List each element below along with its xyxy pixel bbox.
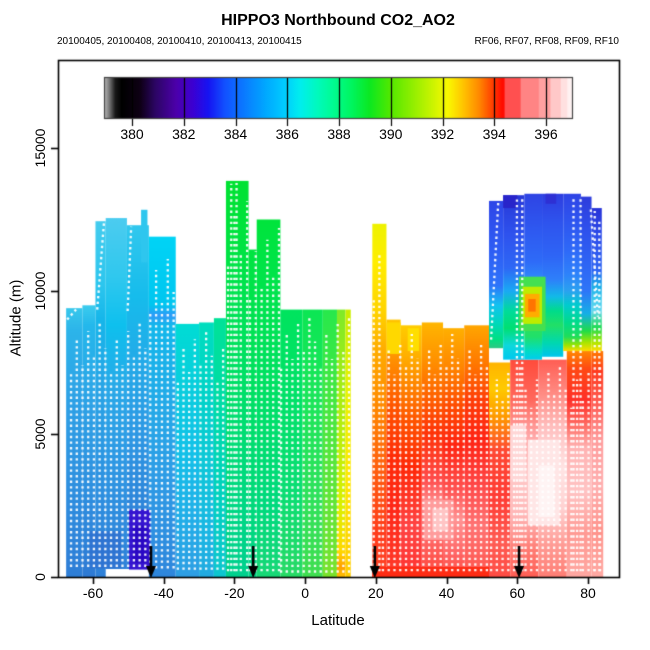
colorbar-tick-label: 382 [172,126,196,142]
x-tick-label: 20 [368,585,384,601]
y-tick-label: 0 [32,573,48,581]
colorbar-tick-label: 392 [430,126,455,142]
colorbar-tick-label: 390 [379,126,403,142]
x-tick-label: 40 [438,585,455,601]
y-tick-label: 10000 [32,271,48,311]
subtitle-flight-dates: 20100405, 20100408, 20100410, 20100413, … [57,36,302,47]
x-tick-label: -20 [224,585,245,601]
y-tick-label: 5000 [32,418,48,450]
y-axis-label: Altitude (m) [7,279,25,357]
x-tick-label: -60 [82,585,104,601]
colorbar-tick-label: 396 [534,126,558,142]
x-tick-label: 80 [580,585,596,601]
colorbar-tick-label: 384 [223,126,248,142]
x-tick-label: -40 [153,585,174,601]
x-axis-label: Latitude [311,612,365,629]
y-tick-label: 15000 [32,128,48,168]
colorbar-tick-label: 388 [327,126,351,142]
subtitle-flight-numbers: RF06, RF07, RF08, RF09, RF10 [474,36,620,47]
x-tick-label: 0 [301,585,310,601]
x-tick-label: 60 [509,585,526,601]
colorbar-tick-label: 394 [482,126,506,142]
chart-title: HIPPO3 Northbound CO2_AO2 [221,12,455,29]
colorbar-tick-label: 380 [120,126,144,142]
colorbar-tick-label: 386 [275,126,299,142]
